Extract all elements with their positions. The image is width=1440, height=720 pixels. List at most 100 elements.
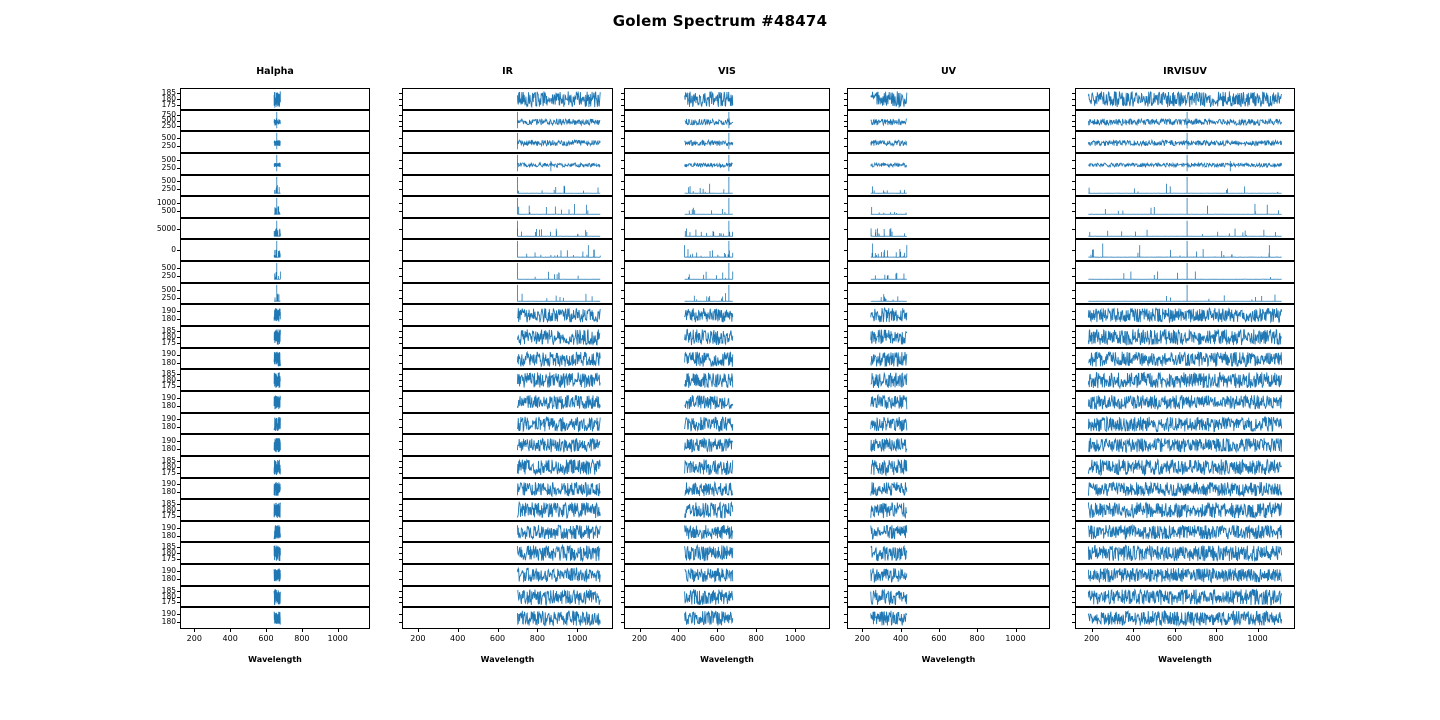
subplot-halpha-row-7[interactable]: [180, 239, 370, 262]
subplot-vis-row-20[interactable]: [624, 520, 830, 543]
subplot-irvisuv-row-6[interactable]: [1075, 217, 1295, 240]
subplot-uv-row-21[interactable]: [847, 542, 1050, 565]
subplot-ir-row-19[interactable]: [402, 499, 613, 521]
subplot-ir-row-14[interactable]: [402, 390, 613, 413]
subplot-halpha-row-15[interactable]: [180, 412, 370, 435]
subplot-irvisuv-row-24[interactable]: [1075, 607, 1295, 629]
subplot-ir-row-4[interactable]: [402, 174, 613, 197]
subplot-irvisuv-row-8[interactable]: [1075, 261, 1295, 283]
subplot-uv-row-9[interactable]: [847, 282, 1050, 305]
subplot-irvisuv-row-23[interactable]: [1075, 585, 1295, 608]
subplot-irvisuv-row-17[interactable]: [1075, 455, 1295, 478]
subplot-uv-row-20[interactable]: [847, 520, 1050, 543]
subplot-uv-row-23[interactable]: [847, 585, 1050, 608]
subplot-ir-row-15[interactable]: [402, 412, 613, 435]
subplot-ir-row-1[interactable]: [402, 109, 613, 132]
subplot-halpha-row-22[interactable]: [180, 564, 370, 586]
subplot-irvisuv-row-9[interactable]: [1075, 282, 1295, 305]
subplot-vis-row-16[interactable]: [624, 434, 830, 456]
subplot-uv-row-17[interactable]: [847, 455, 1050, 478]
subplot-halpha-row-18[interactable]: [180, 477, 370, 500]
subplot-irvisuv-row-10[interactable]: [1075, 304, 1295, 327]
subplot-vis-row-12[interactable]: [624, 347, 830, 370]
subplot-uv-row-5[interactable]: [847, 196, 1050, 218]
subplot-halpha-row-13[interactable]: [180, 369, 370, 391]
subplot-vis-row-15[interactable]: [624, 412, 830, 435]
subplot-vis-row-7[interactable]: [624, 239, 830, 262]
subplot-uv-row-15[interactable]: [847, 412, 1050, 435]
subplot-halpha-row-10[interactable]: [180, 304, 370, 327]
subplot-vis-row-23[interactable]: [624, 585, 830, 608]
subplot-irvisuv-row-3[interactable]: [1075, 152, 1295, 175]
subplot-vis-row-14[interactable]: [624, 390, 830, 413]
subplot-halpha-row-19[interactable]: [180, 499, 370, 521]
subplot-ir-row-16[interactable]: [402, 434, 613, 456]
subplot-vis-row-13[interactable]: [624, 369, 830, 391]
subplot-vis-row-10[interactable]: [624, 304, 830, 327]
subplot-vis-row-6[interactable]: [624, 217, 830, 240]
subplot-uv-row-2[interactable]: [847, 131, 1050, 153]
subplot-irvisuv-row-0[interactable]: [1075, 88, 1295, 110]
subplot-irvisuv-row-22[interactable]: [1075, 564, 1295, 586]
subplot-vis-row-11[interactable]: [624, 326, 830, 348]
subplot-vis-row-3[interactable]: [624, 152, 830, 175]
subplot-ir-row-2[interactable]: [402, 131, 613, 153]
subplot-vis-row-24[interactable]: [624, 607, 830, 629]
subplot-ir-row-5[interactable]: [402, 196, 613, 218]
subplot-halpha-row-4[interactable]: [180, 174, 370, 197]
subplot-uv-row-24[interactable]: [847, 607, 1050, 629]
subplot-halpha-row-1[interactable]: [180, 109, 370, 132]
subplot-vis-row-5[interactable]: [624, 196, 830, 218]
subplot-irvisuv-row-13[interactable]: [1075, 369, 1295, 391]
subplot-irvisuv-row-5[interactable]: [1075, 196, 1295, 218]
subplot-uv-row-6[interactable]: [847, 217, 1050, 240]
subplot-halpha-row-9[interactable]: [180, 282, 370, 305]
subplot-vis-row-0[interactable]: [624, 88, 830, 110]
subplot-uv-row-19[interactable]: [847, 499, 1050, 521]
subplot-irvisuv-row-12[interactable]: [1075, 347, 1295, 370]
subplot-uv-row-14[interactable]: [847, 390, 1050, 413]
subplot-ir-row-12[interactable]: [402, 347, 613, 370]
subplot-halpha-row-8[interactable]: [180, 261, 370, 283]
subplot-uv-row-13[interactable]: [847, 369, 1050, 391]
subplot-vis-row-8[interactable]: [624, 261, 830, 283]
subplot-halpha-row-6[interactable]: [180, 217, 370, 240]
subplot-vis-row-17[interactable]: [624, 455, 830, 478]
subplot-vis-row-4[interactable]: [624, 174, 830, 197]
subplot-ir-row-21[interactable]: [402, 542, 613, 565]
subplot-uv-row-3[interactable]: [847, 152, 1050, 175]
subplot-irvisuv-row-2[interactable]: [1075, 131, 1295, 153]
subplot-ir-row-10[interactable]: [402, 304, 613, 327]
subplot-uv-row-16[interactable]: [847, 434, 1050, 456]
subplot-ir-row-8[interactable]: [402, 261, 613, 283]
subplot-uv-row-18[interactable]: [847, 477, 1050, 500]
subplot-uv-row-4[interactable]: [847, 174, 1050, 197]
subplot-uv-row-12[interactable]: [847, 347, 1050, 370]
subplot-vis-row-18[interactable]: [624, 477, 830, 500]
subplot-uv-row-7[interactable]: [847, 239, 1050, 262]
subplot-ir-row-22[interactable]: [402, 564, 613, 586]
subplot-halpha-row-2[interactable]: [180, 131, 370, 153]
subplot-uv-row-10[interactable]: [847, 304, 1050, 327]
subplot-vis-row-9[interactable]: [624, 282, 830, 305]
subplot-vis-row-22[interactable]: [624, 564, 830, 586]
subplot-ir-row-9[interactable]: [402, 282, 613, 305]
subplot-halpha-row-3[interactable]: [180, 152, 370, 175]
subplot-ir-row-11[interactable]: [402, 326, 613, 348]
subplot-ir-row-17[interactable]: [402, 455, 613, 478]
subplot-irvisuv-row-20[interactable]: [1075, 520, 1295, 543]
subplot-halpha-row-21[interactable]: [180, 542, 370, 565]
subplot-vis-row-19[interactable]: [624, 499, 830, 521]
subplot-irvisuv-row-14[interactable]: [1075, 390, 1295, 413]
subplot-uv-row-11[interactable]: [847, 326, 1050, 348]
subplot-irvisuv-row-18[interactable]: [1075, 477, 1295, 500]
subplot-irvisuv-row-7[interactable]: [1075, 239, 1295, 262]
subplot-ir-row-24[interactable]: [402, 607, 613, 629]
subplot-halpha-row-5[interactable]: [180, 196, 370, 218]
subplot-vis-row-21[interactable]: [624, 542, 830, 565]
subplot-irvisuv-row-1[interactable]: [1075, 109, 1295, 132]
subplot-ir-row-3[interactable]: [402, 152, 613, 175]
subplot-halpha-row-16[interactable]: [180, 434, 370, 456]
subplot-uv-row-0[interactable]: [847, 88, 1050, 110]
subplot-ir-row-13[interactable]: [402, 369, 613, 391]
